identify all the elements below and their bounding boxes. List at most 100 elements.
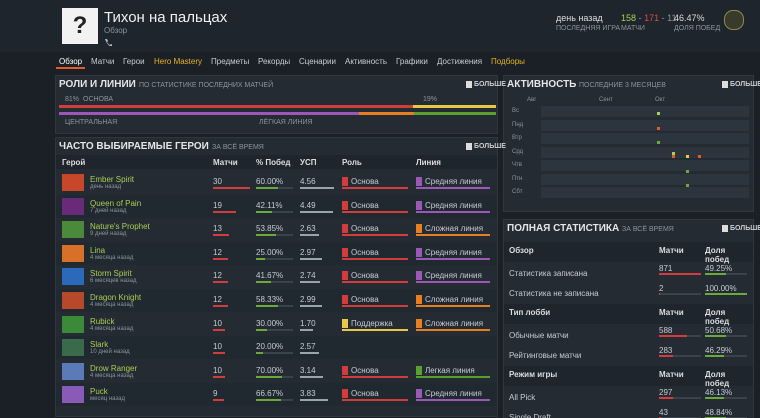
lane-underline <box>416 234 490 237</box>
nav-tab[interactable]: Hero Mastery <box>154 57 203 66</box>
kda: 2.97 <box>300 247 316 257</box>
hero-icon <box>62 315 84 333</box>
column-header: Линия <box>416 158 441 167</box>
stats-winrate: 46.29% <box>705 346 733 355</box>
matches: 10 <box>213 342 222 352</box>
bar-track <box>256 281 293 284</box>
more-link[interactable]: БОЛЬШЕ <box>466 81 506 88</box>
bar-track <box>256 328 293 331</box>
winrate-bar <box>256 399 281 402</box>
winrate-label: ДОЛЯ ПОБЕД <box>674 25 721 32</box>
kda: 4.49 <box>300 200 316 210</box>
role: Поддержка <box>342 318 393 328</box>
kda-bar <box>300 399 329 402</box>
panel-title: ПОЛНАЯ СТАТИСТИКА <box>507 223 620 234</box>
matches-bar <box>213 234 230 237</box>
panel-subtitle: ЗА ВСЁ ВРЕМЯ <box>622 226 674 233</box>
stats-column: Тип лобби <box>509 308 551 317</box>
more-link[interactable]: БОЛЬШЕ <box>722 81 760 88</box>
header <box>0 0 760 52</box>
matches-bar <box>213 305 228 307</box>
nav-tab[interactable]: Обзор <box>59 57 83 66</box>
hero-icon <box>62 292 84 309</box>
activity-dot <box>686 155 689 158</box>
lane-underline <box>416 187 490 189</box>
nav-tab[interactable]: Рекорды <box>258 57 291 66</box>
more-link[interactable]: БОЛЬШЕ <box>466 143 506 150</box>
heroes-panel <box>55 137 498 417</box>
hero-name: Drow Ranger <box>90 363 138 373</box>
month-label: Авг <box>527 97 537 103</box>
nav-tab[interactable]: Графики <box>396 57 428 66</box>
stats-label: All Pick <box>509 393 536 402</box>
sep: - <box>638 13 642 23</box>
winrate: 41.67% <box>256 271 284 281</box>
avatar: ? <box>62 8 98 44</box>
hero-icon <box>62 221 84 239</box>
panel-title: ЧАСТО ВЫБИРАЕМЫЕ ГЕРОИ <box>59 141 209 152</box>
column-header: Матчи <box>213 158 238 167</box>
role-underline <box>342 399 408 402</box>
role: Основа <box>342 177 379 186</box>
role-underline <box>342 328 408 331</box>
month-label: Сент <box>599 97 613 103</box>
role: Основа <box>342 247 379 257</box>
page-subtitle: Обзор <box>104 26 128 35</box>
panel-title: АКТИВНОСТЬ <box>507 79 577 90</box>
winrate-bar <box>705 335 727 337</box>
hero-name: Queen of Pain <box>90 198 142 208</box>
matches: 12 <box>213 247 222 257</box>
role-bar <box>59 105 413 108</box>
winrate: 66.67% <box>256 389 284 399</box>
activity-dot <box>672 155 675 158</box>
nav-tab[interactable]: Сценарии <box>299 57 336 66</box>
kda-bar <box>300 187 334 189</box>
nav-tab[interactable]: Подборы <box>491 57 525 66</box>
kda-bar <box>300 234 320 237</box>
role: Основа <box>342 200 379 210</box>
winrate-bar <box>256 328 268 331</box>
winrate-bar <box>256 257 266 260</box>
activity-dot <box>657 112 660 115</box>
stats-label: Обычные матчи <box>509 331 569 340</box>
nav-bar: Обзор Матчи Герои Hero Mastery Предметы Рекор… <box>55 53 752 70</box>
nav-tab[interactable]: Достижения <box>437 57 483 66</box>
day-label: Птн <box>512 175 523 182</box>
stats-label: Single Draft <box>509 413 551 418</box>
nav-tab[interactable]: Матчи <box>91 57 115 66</box>
kda-bar <box>300 305 323 307</box>
hero-last-played: месяц назад <box>90 396 125 403</box>
winrate-bar <box>256 305 278 307</box>
hero-icon <box>62 197 84 215</box>
lane-underline <box>416 328 490 331</box>
panel-subtitle: ПОСЛЕДНИЕ 3 МЕСЯЦЕВ <box>579 82 666 89</box>
lane-underline <box>416 305 490 307</box>
activity-row <box>541 160 749 171</box>
kda-bar <box>300 375 324 378</box>
nav-tab[interactable]: Активность <box>345 57 388 66</box>
matches-bar <box>213 187 250 189</box>
kda-bar <box>300 352 320 355</box>
activity-row <box>541 146 749 158</box>
bar-track <box>659 397 701 399</box>
lane-underline <box>416 375 490 378</box>
role-underline <box>342 234 408 237</box>
activity-row <box>541 133 749 144</box>
stats-winrate: 49.25% <box>705 264 733 273</box>
winrate: 53.85% <box>256 224 284 234</box>
kda: 2.74 <box>300 271 316 281</box>
more-link[interactable]: БОЛЬШЕ <box>722 225 760 232</box>
winrate-bar <box>705 293 747 295</box>
hero-name: Storm Spirit <box>90 269 132 279</box>
nav-tab[interactable]: Предметы <box>211 57 250 66</box>
matches-bar <box>659 273 701 275</box>
nav-tab[interactable]: Герои <box>123 57 145 66</box>
month-label: Окт <box>655 97 666 103</box>
phone-icon <box>105 39 112 46</box>
activity-dot <box>657 141 660 144</box>
lane: Средняя линия <box>416 271 482 281</box>
bar-track <box>705 273 747 275</box>
row-bg <box>56 336 497 360</box>
matches: 13 <box>213 224 222 234</box>
abandons: 11 <box>667 13 677 23</box>
